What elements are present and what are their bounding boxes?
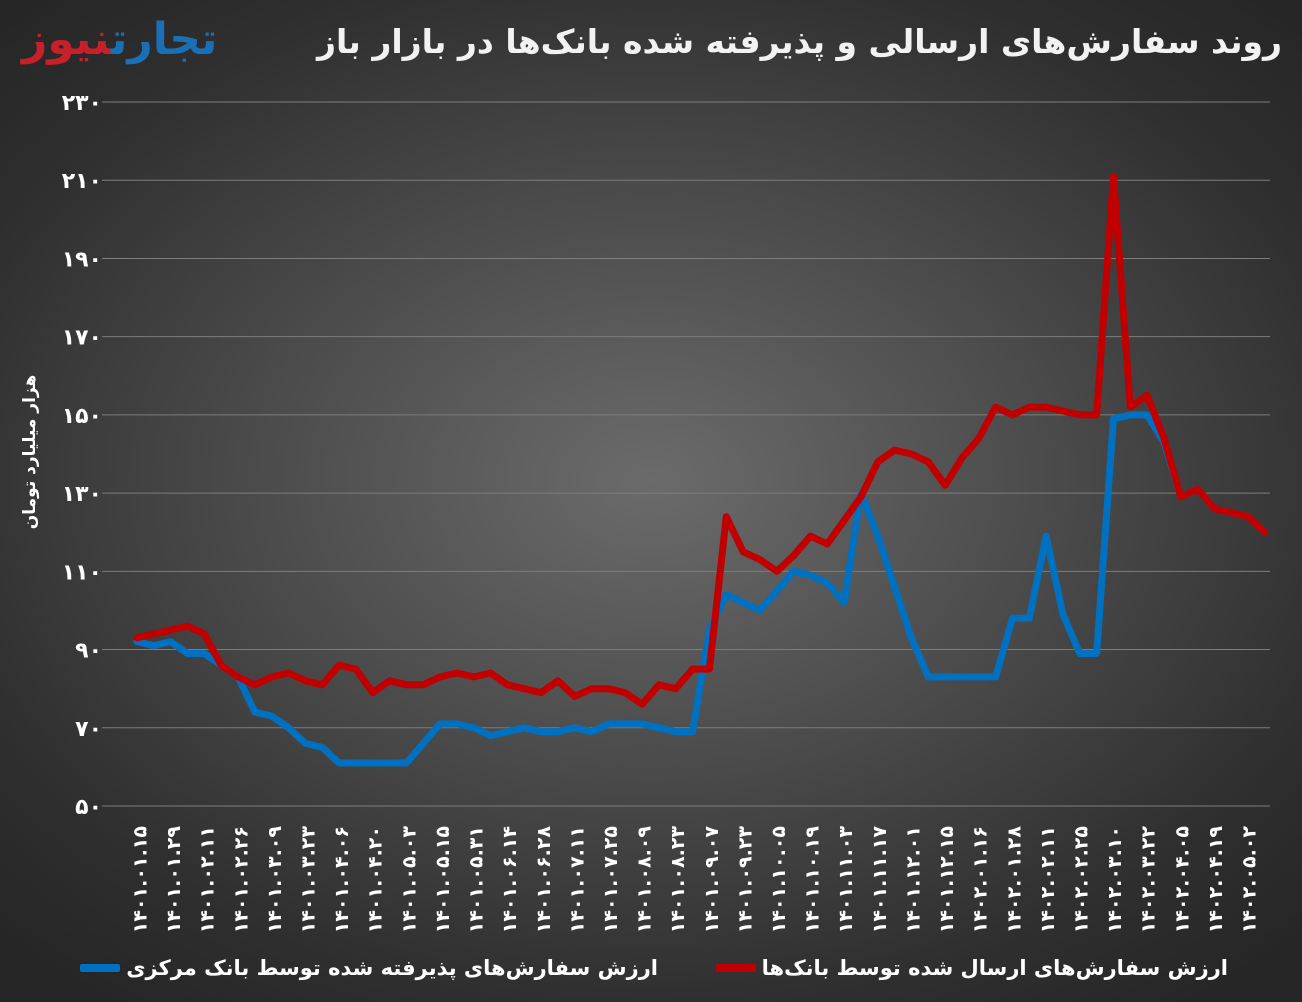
y-tick-label: ۲۳۰ (62, 91, 102, 116)
x-tick-label: ۱۴۰۱.۰۱.۱۵ (130, 826, 152, 934)
x-tick-label: ۱۴۰۱.۰۵.۱۵ (432, 826, 454, 934)
x-tick-label: ۱۴۰۱.۱۰.۱۹ (802, 826, 824, 934)
legend-label-accepted: ارزش سفارش‌های پذیرفته شده توسط بانک مرک… (126, 956, 658, 980)
y-axis-ticks: ۵۰ ۷۰ ۹۰ ۱۱۰ ۱۳۰ ۱۵۰ ۱۷۰ ۱۹۰ ۲۱۰ ۲۳۰ (62, 91, 102, 820)
logo-text-part1: تجارت (110, 14, 219, 65)
y-tick-label: ۱۹۰ (62, 247, 102, 272)
x-tick-label: ۱۴۰۱.۰۵.۳۱ (466, 826, 488, 933)
x-tick-label: ۱۴۰۱.۰۶.۲۸ (533, 826, 555, 934)
series-line-accepted (133, 411, 1269, 767)
legend: ارزش سفارش‌های ارسال شده توسط بانک‌ها ار… (0, 950, 1302, 990)
y-tick-label: ۱۵۰ (62, 404, 102, 429)
x-tick-label: ۱۴۰۱.۰۸.۰۹ (634, 826, 656, 934)
x-tick-label: ۱۴۰۱.۰۳.۲۳ (298, 826, 320, 934)
x-tick-label: ۱۴۰۱.۰۷.۲۵ (600, 826, 622, 934)
x-tick-label: ۱۴۰۲.۰۴.۰۵ (1171, 826, 1193, 934)
x-tick-label: ۱۴۰۱.۱۱.۰۳ (835, 826, 857, 934)
x-tick-label: ۱۴۰۱.۰۴.۰۶ (331, 826, 353, 933)
y-tick-label: ۱۷۰ (62, 326, 102, 351)
legend-item-accepted: ارزش سفارش‌های پذیرفته شده توسط بانک مرک… (80, 956, 658, 980)
y-tick-label: ۱۳۰ (62, 482, 102, 507)
gridlines (102, 101, 1270, 807)
legend-label-sent: ارزش سفارش‌های ارسال شده توسط بانک‌ها (761, 956, 1228, 980)
x-axis-ticks: ۱۴۰۱.۰۱.۱۵ ۱۴۰۱.۰۱.۲۹ ۱۴۰۱.۰۲.۱۱ ۱۴۰۱.۰۲.۲۶… (130, 826, 1261, 934)
x-tick-label: ۱۴۰۲.۰۳.۲۲ (1138, 826, 1160, 934)
logo: تجارتنیوز (22, 14, 219, 65)
x-tick-label: ۱۴۰۱.۰۸.۲۳ (667, 826, 689, 934)
x-tick-label: ۱۴۰۱.۱۲.۰۱ (902, 826, 924, 933)
x-tick-label: ۱۴۰۱.۰۳.۰۹ (264, 826, 286, 934)
x-tick-label: ۱۴۰۲.۰۲.۲۵ (1071, 826, 1093, 934)
x-tick-label: ۱۴۰۱.۰۹.۰۷ (701, 826, 723, 934)
x-tick-label: ۱۴۰۲.۰۲.۱۱ (1037, 826, 1059, 933)
x-tick-label: ۱۴۰۱.۱۰.۰۵ (768, 826, 790, 934)
y-tick-label: ۲۱۰ (62, 169, 102, 194)
y-tick-label: ۵۰ (75, 795, 102, 820)
x-tick-label: ۱۴۰۱.۰۹.۲۳ (734, 826, 756, 934)
x-tick-label: ۱۴۰۱.۰۱.۲۹ (163, 826, 185, 934)
x-tick-label: ۱۴۰۱.۱۲.۱۵ (936, 826, 958, 934)
x-tick-label: ۱۴۰۱.۰۵.۰۳ (398, 826, 420, 934)
legend-swatch-sent (715, 964, 756, 972)
y-tick-label: ۷۰ (75, 717, 102, 742)
x-tick-label: ۱۴۰۲.۰۳.۱۰ (1104, 826, 1126, 933)
x-tick-label: ۱۴۰۲.۰۴.۱۹ (1205, 826, 1227, 934)
series-line-sent (133, 172, 1269, 708)
x-tick-label: ۱۴۰۱.۰۲.۲۶ (230, 826, 252, 933)
x-tick-label: ۱۴۰۱.۰۶.۱۴ (499, 826, 521, 933)
chart-title: روند سفارش‌های ارسالی و پذیرفته شده بانک… (317, 22, 1282, 61)
y-tick-label: ۹۰ (75, 639, 102, 664)
x-tick-label: ۱۴۰۱.۱۱.۱۷ (869, 826, 891, 934)
x-tick-label: ۱۴۰۱.۰۷.۱۱ (566, 826, 588, 933)
x-tick-label: ۱۴۰۲.۰۱.۲۸ (1003, 826, 1025, 934)
legend-item-sent: ارزش سفارش‌های ارسال شده توسط بانک‌ها (715, 956, 1228, 980)
x-tick-label: ۱۴۰۲.۰۱.۱۶ (970, 826, 992, 933)
x-tick-label: ۱۴۰۲.۰۵.۰۲ (1239, 826, 1261, 934)
x-tick-label: ۱۴۰۱.۰۲.۱۱ (197, 826, 219, 933)
logo-text-part2: نیوز (22, 14, 112, 65)
legend-swatch-accepted (80, 964, 121, 972)
x-tick-label: ۱۴۰۱.۰۴.۲۰ (365, 826, 387, 933)
series-lines (133, 172, 1269, 767)
y-tick-label: ۱۱۰ (62, 560, 102, 585)
